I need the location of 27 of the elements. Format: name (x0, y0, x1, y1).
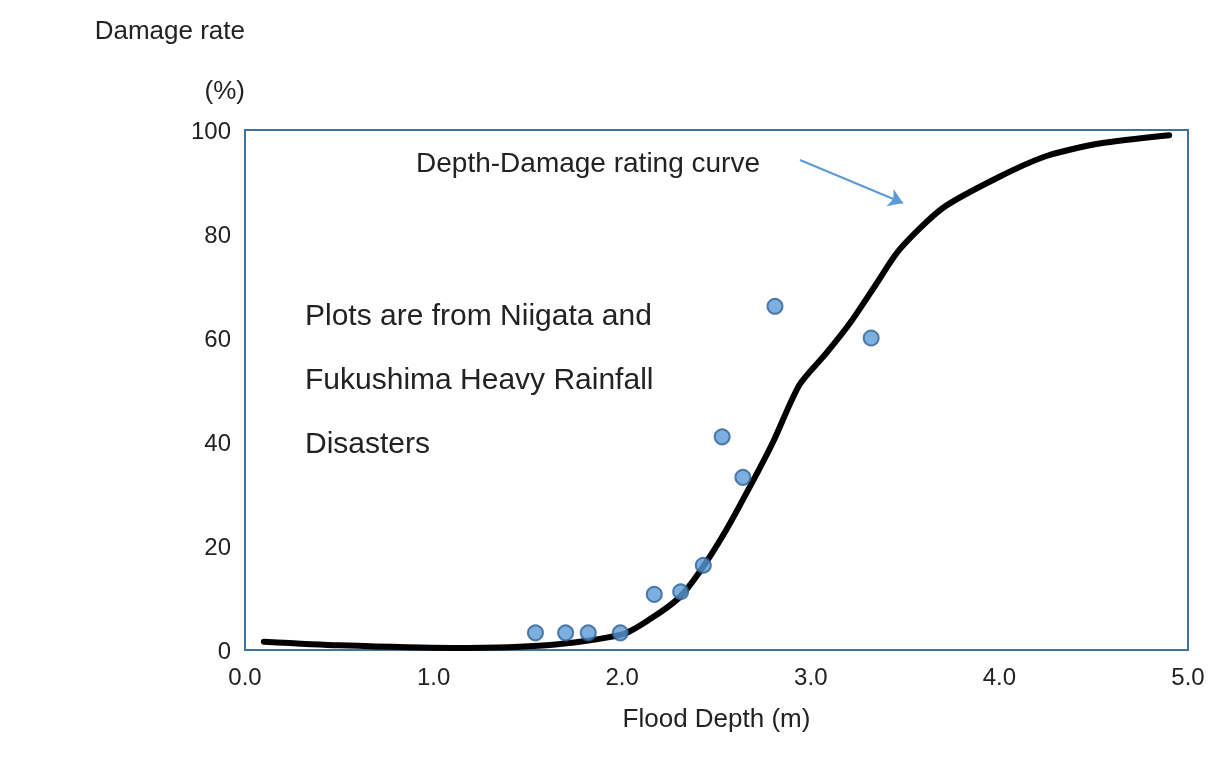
x-tick-label: 5.0 (1171, 662, 1205, 690)
point (579, 624, 597, 642)
point (766, 297, 784, 315)
point (672, 583, 690, 601)
point (645, 585, 663, 603)
y-tick-label: 0 (217, 636, 231, 664)
x-axis-title: Flood Depth (m) (622, 703, 811, 733)
point (694, 556, 712, 574)
y-tick-label: 60 (204, 324, 231, 352)
x-tick-label: 3.0 (794, 662, 828, 690)
y-axis-title: Damage rate (%) (94, 15, 245, 105)
point (557, 624, 575, 642)
x-tick-label: 4.0 (982, 662, 1017, 690)
x-tick-label: 0.0 (228, 662, 262, 690)
annotation: Depth-Damage rating curve (416, 146, 760, 178)
annotation: Plots are from Niigata and Fukushima Heavy Rainfall Disasters (305, 297, 662, 459)
point (611, 624, 629, 642)
point (526, 624, 544, 642)
x-tick-label: 2.0 (605, 662, 639, 690)
y-tick-label: 100 (190, 116, 231, 144)
y-tick-label: 40 (204, 428, 231, 456)
point (734, 468, 752, 486)
point (713, 428, 731, 446)
y-tick-label: 80 (204, 220, 231, 248)
y-tick-label: 20 (204, 532, 231, 560)
x-tick-label: 1.0 (416, 662, 451, 690)
point (862, 329, 880, 347)
